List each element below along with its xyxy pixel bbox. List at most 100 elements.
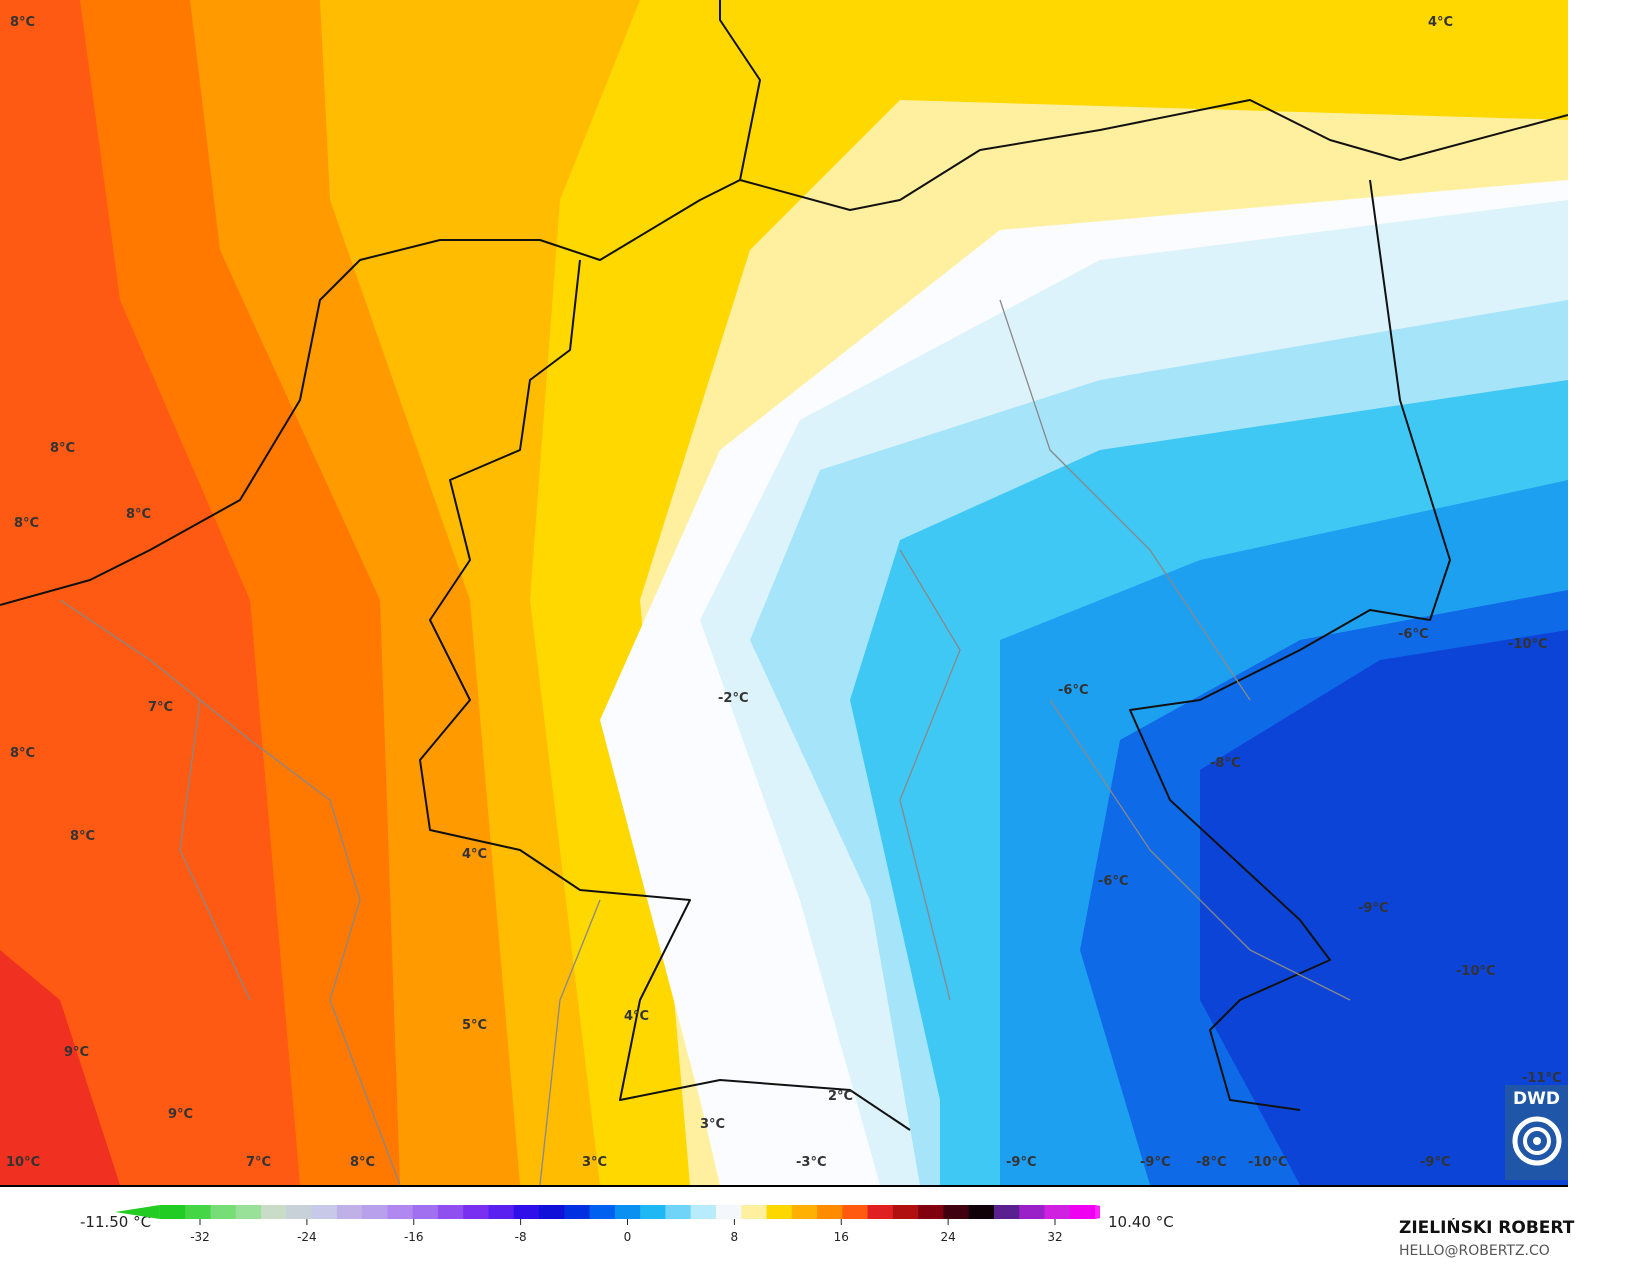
colorbar-segment [640, 1205, 666, 1219]
colorbar-segment [791, 1205, 818, 1219]
temp-label: 8°C [10, 746, 35, 761]
colorbar-segment [539, 1205, 565, 1219]
temp-label: 4°C [624, 1009, 649, 1024]
colorbar-segment [943, 1205, 970, 1219]
temp-label: -6°C [1058, 683, 1088, 698]
spiral-icon [1512, 1116, 1562, 1166]
author-name: ZIELIŃSKI ROBERT [1399, 1218, 1575, 1238]
temp-label: -9°C [1420, 1155, 1450, 1170]
colorbar-tick-label: 0 [624, 1230, 632, 1244]
colorbar-segment [1019, 1205, 1046, 1219]
colorbar-segment [968, 1205, 995, 1219]
colorbar-arrow-low [114, 1205, 160, 1219]
temp-label: 4°C [462, 847, 487, 862]
temp-label: -9°C [1140, 1155, 1170, 1170]
min-value: -11.50 °C [80, 1213, 152, 1231]
region-border [59, 299, 1351, 1185]
colorbar-segment [488, 1205, 515, 1219]
colorbar-tick-label: 24 [940, 1230, 955, 1244]
temp-label: 8°C [350, 1155, 375, 1170]
colorbar-tick-label: -32 [190, 1230, 210, 1244]
colorbar-segment [589, 1205, 616, 1219]
colorbar-area: -11.50 °C -32 -24 -16 -8 0 8 16 24 32 10.40 °C [0, 1187, 1629, 1287]
colorbar-segment [261, 1205, 287, 1219]
colorbar-tick-label: 16 [834, 1230, 849, 1244]
temp-label: -11°C [1522, 1071, 1562, 1086]
colorbar-segment [1069, 1205, 1096, 1219]
country-border [419, 259, 911, 1131]
max-value: 10.40 °C [1108, 1213, 1174, 1231]
temp-label: -3°C [796, 1155, 826, 1170]
author-email: HELLO@ROBERTZ.CO [1399, 1243, 1550, 1259]
colorbar-segment [690, 1205, 717, 1219]
temp-label: -9°C [1358, 901, 1388, 916]
temp-label: 10°C [6, 1155, 40, 1170]
baltic-coastline [739, 99, 1568, 211]
temp-label: 9°C [168, 1107, 193, 1122]
colorbar-segment [463, 1205, 489, 1219]
colorbar-segment [665, 1205, 692, 1219]
temp-label: 8°C [70, 829, 95, 844]
colorbar-tick-label: 8 [731, 1230, 739, 1244]
temperature-map: 8°C 4°C 8°C 8°C 8°C 7°C 8°C 8°C 4°C 5°C … [0, 0, 1568, 1187]
colorbar-segment [867, 1205, 894, 1219]
colorbar-segment [412, 1205, 439, 1219]
temp-label: 4°C [1428, 15, 1453, 30]
colorbar-segment [842, 1205, 869, 1219]
borders [0, 0, 1568, 1185]
colorbar-tick-label: -16 [404, 1230, 424, 1244]
colorbar-segment [286, 1205, 313, 1219]
colorbar-tick-label: 32 [1047, 1230, 1062, 1244]
temp-label: -10°C [1248, 1155, 1288, 1170]
colorbar-segment [993, 1205, 1020, 1219]
colorbar-segment [1044, 1205, 1071, 1219]
colorbar-segment [362, 1205, 388, 1219]
colorbar-segment [311, 1205, 338, 1219]
band-darker-blue [1200, 630, 1568, 1185]
colorbar-segment [185, 1205, 211, 1219]
dwd-logo-text: DWD [1513, 1089, 1560, 1109]
temp-label: 8°C [126, 507, 151, 522]
colorbar-arrow-high [1095, 1205, 1100, 1219]
temp-label: -6°C [1098, 874, 1128, 889]
temp-label: -8°C [1196, 1155, 1226, 1170]
temp-label: -6°C [1398, 627, 1428, 642]
dwd-logo: DWD [1505, 1085, 1568, 1180]
colorbar-segment [918, 1205, 944, 1219]
temp-label: 3°C [700, 1117, 725, 1132]
temp-label: -2°C [718, 691, 748, 706]
colorbar-segment [235, 1205, 262, 1219]
colorbar-segment [817, 1205, 843, 1219]
colorbar-segment [614, 1205, 641, 1219]
colorbar-segment [766, 1205, 793, 1219]
colorbar-segment [210, 1205, 237, 1219]
temp-label: 2°C [828, 1089, 853, 1104]
temp-label: 3°C [582, 1155, 607, 1170]
temp-label: 8°C [50, 441, 75, 456]
coastline [0, 0, 761, 606]
country-border [1129, 179, 1451, 1111]
temp-label: -10°C [1456, 964, 1496, 979]
band-red [0, 950, 120, 1185]
temp-label: -10°C [1508, 637, 1548, 652]
temp-label: 5°C [462, 1018, 487, 1033]
colorbar-segment [387, 1205, 414, 1219]
colorbar-segment [159, 1205, 186, 1219]
colorbar-tick-label: -24 [297, 1230, 317, 1244]
colorbar-segment [336, 1205, 363, 1219]
temp-label: -9°C [1006, 1155, 1036, 1170]
colorbar-segment [564, 1205, 591, 1219]
temp-label: 7°C [148, 700, 173, 715]
temp-label: 9°C [64, 1045, 89, 1060]
temp-label: -8°C [1210, 756, 1240, 771]
temp-label: 8°C [10, 15, 35, 30]
colorbar-segment [513, 1205, 540, 1219]
temperature-labels: 8°C 4°C 8°C 8°C 8°C 7°C 8°C 8°C 4°C 5°C … [6, 15, 1562, 1170]
temp-label: 7°C [246, 1155, 271, 1170]
temp-label: 8°C [14, 516, 39, 531]
colorbar-tick-label: -8 [515, 1230, 527, 1244]
colorbar-segment [437, 1205, 464, 1219]
colorbar-segment [715, 1205, 742, 1219]
colorbar: -32 -24 -16 -8 0 8 16 24 32 [114, 1205, 1100, 1244]
colorbar-segment [741, 1205, 768, 1219]
